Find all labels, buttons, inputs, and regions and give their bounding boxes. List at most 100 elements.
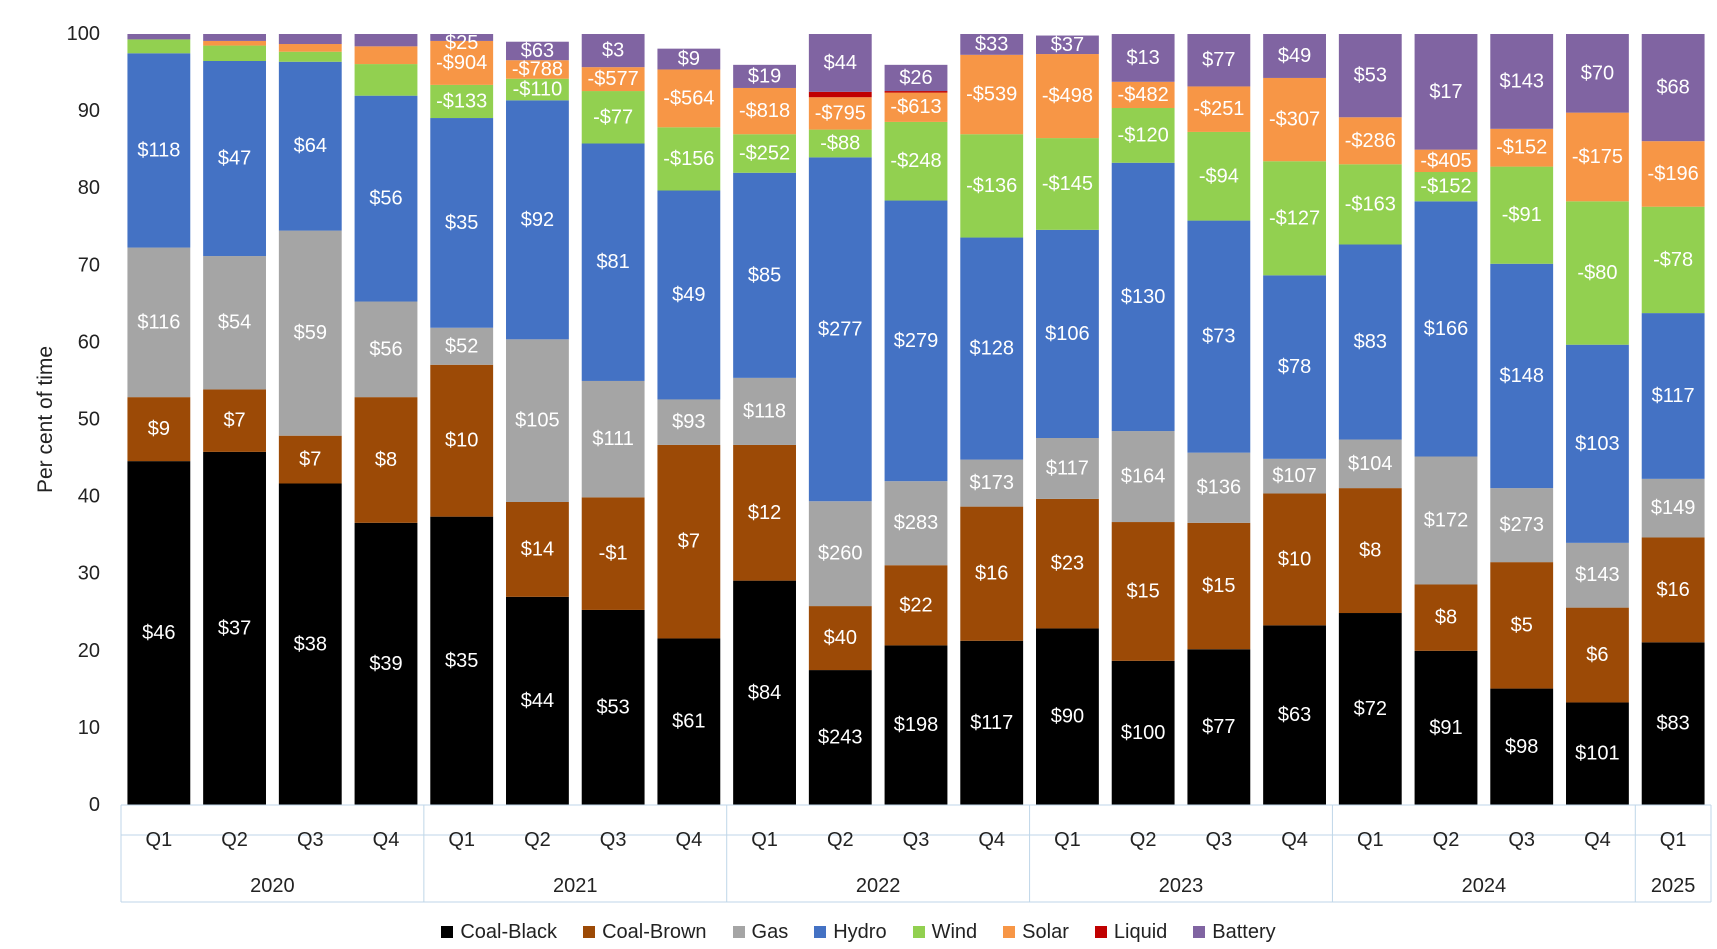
y-tick-label: 0 — [89, 794, 100, 816]
bar-segment-wind — [1566, 201, 1629, 345]
data-label: $98 — [1505, 736, 1538, 758]
legend-swatch — [1003, 926, 1016, 938]
data-label: $173 — [969, 472, 1014, 494]
bar-segment-battery — [430, 34, 494, 41]
data-label: $5 — [1511, 614, 1533, 636]
data-label: -$307 — [1269, 109, 1320, 131]
data-label: $7 — [223, 410, 245, 432]
bar-segment-battery — [354, 34, 418, 47]
bar-segment-hydro — [1414, 201, 1478, 457]
data-label: $72 — [1354, 698, 1387, 720]
legend-label: Wind — [931, 920, 978, 943]
data-label: $81 — [596, 251, 629, 273]
bar-segment-gas — [506, 339, 569, 502]
y-tick-label: 90 — [78, 100, 100, 122]
bar-segment-gas — [1187, 452, 1251, 523]
bar-segment-solar — [1187, 86, 1251, 132]
quarter-tick-label: Q1 — [448, 829, 475, 851]
data-label: -$539 — [966, 84, 1017, 106]
data-label: $101 — [1575, 743, 1620, 765]
data-label: $7 — [299, 449, 321, 471]
bar-segment-wind — [203, 45, 266, 61]
bar-segment-liquid — [884, 91, 948, 93]
data-label: $104 — [1348, 453, 1393, 475]
quarter-tick-label: Q3 — [600, 829, 627, 851]
data-label: -$152 — [1420, 176, 1471, 198]
bar-segment-solar — [1263, 77, 1326, 162]
bar-segment-coal-brown — [960, 506, 1024, 641]
bar-segment-coal-black — [203, 451, 266, 805]
bar-segment-gas — [657, 399, 721, 445]
legend-label: Solar — [1022, 920, 1069, 943]
data-label: $56 — [369, 338, 402, 360]
bar-segment-gas — [808, 501, 872, 607]
bar-segment-coal-brown — [203, 389, 266, 452]
bar-segment-solar — [581, 67, 645, 92]
bar-segment-wind — [278, 51, 342, 62]
legend-swatch — [1094, 926, 1107, 938]
legend-swatch — [814, 926, 827, 938]
data-label: $107 — [1272, 465, 1317, 487]
data-label: $17 — [1429, 81, 1462, 103]
legend-item-liquid: Liquid — [1094, 921, 1167, 944]
data-label: $33 — [975, 33, 1008, 55]
bar-segment-wind — [960, 134, 1024, 238]
bar-segment-coal-black — [506, 596, 569, 805]
data-label: $19 — [748, 65, 781, 87]
bar-segment-coal-brown — [354, 397, 418, 523]
bar-segment-hydro — [733, 172, 796, 378]
bar-segment-coal-black — [1566, 702, 1629, 805]
bar-segment-battery — [1187, 34, 1251, 87]
data-label: -$498 — [1042, 85, 1093, 107]
data-label: $61 — [672, 711, 705, 733]
quarter-tick-label: Q3 — [903, 829, 930, 851]
data-label: $106 — [1045, 323, 1090, 345]
bar-segment-battery — [1263, 34, 1326, 78]
data-label: $10 — [1278, 548, 1311, 570]
data-label: $128 — [969, 338, 1014, 360]
data-label: -$904 — [436, 52, 487, 74]
data-label: $83 — [1656, 713, 1689, 735]
data-label: $8 — [1435, 607, 1457, 629]
y-tick-label: 80 — [78, 177, 100, 199]
bar-segment-gas — [1338, 439, 1402, 489]
bar-segment-solar — [203, 40, 266, 46]
bar-segment-coal-brown — [733, 444, 796, 581]
quarter-tick-label: Q2 — [827, 829, 854, 851]
y-tick-label: 40 — [78, 486, 100, 508]
data-label: -$613 — [890, 96, 941, 118]
bar-segment-coal-black — [354, 522, 418, 805]
data-label: -$196 — [1648, 163, 1699, 185]
legend-item-coal-brown: Coal-Brown — [583, 921, 707, 944]
bar-segment-wind — [1036, 138, 1099, 230]
bar-segment-gas — [1414, 456, 1478, 585]
y-tick-label: 30 — [78, 563, 100, 585]
year-tick-label: 2024 — [1462, 875, 1507, 897]
bar-segment-hydro — [1490, 263, 1554, 489]
data-label: -$156 — [663, 148, 714, 170]
data-label: -$127 — [1269, 207, 1320, 229]
quarter-tick-label: Q4 — [1281, 829, 1308, 851]
data-label: $136 — [1197, 477, 1242, 499]
bar-segment-solar — [354, 46, 418, 65]
bar-segment-coal-brown — [1641, 537, 1705, 643]
bar-segment-liquid — [808, 91, 872, 98]
quarter-tick-label: Q1 — [1660, 829, 1687, 851]
bar-segment-coal-black — [1187, 649, 1251, 805]
data-label: $85 — [748, 264, 781, 286]
bar-segment-hydro — [1641, 313, 1705, 479]
data-label: $77 — [1202, 49, 1235, 71]
data-label: $273 — [1499, 514, 1544, 536]
bar-segment-battery — [733, 64, 796, 88]
bar-segment-wind — [127, 39, 191, 54]
bar-segment-wind — [581, 91, 645, 144]
data-label: $148 — [1499, 365, 1544, 387]
bar-segment-solar — [278, 44, 342, 52]
bar-segment-coal-black — [430, 516, 494, 805]
bar-segment-gas — [581, 380, 645, 498]
bar-segment-wind — [808, 129, 872, 158]
data-label: -$286 — [1345, 130, 1396, 152]
data-label: $25 — [445, 32, 478, 54]
quarter-tick-label: Q4 — [978, 829, 1005, 851]
